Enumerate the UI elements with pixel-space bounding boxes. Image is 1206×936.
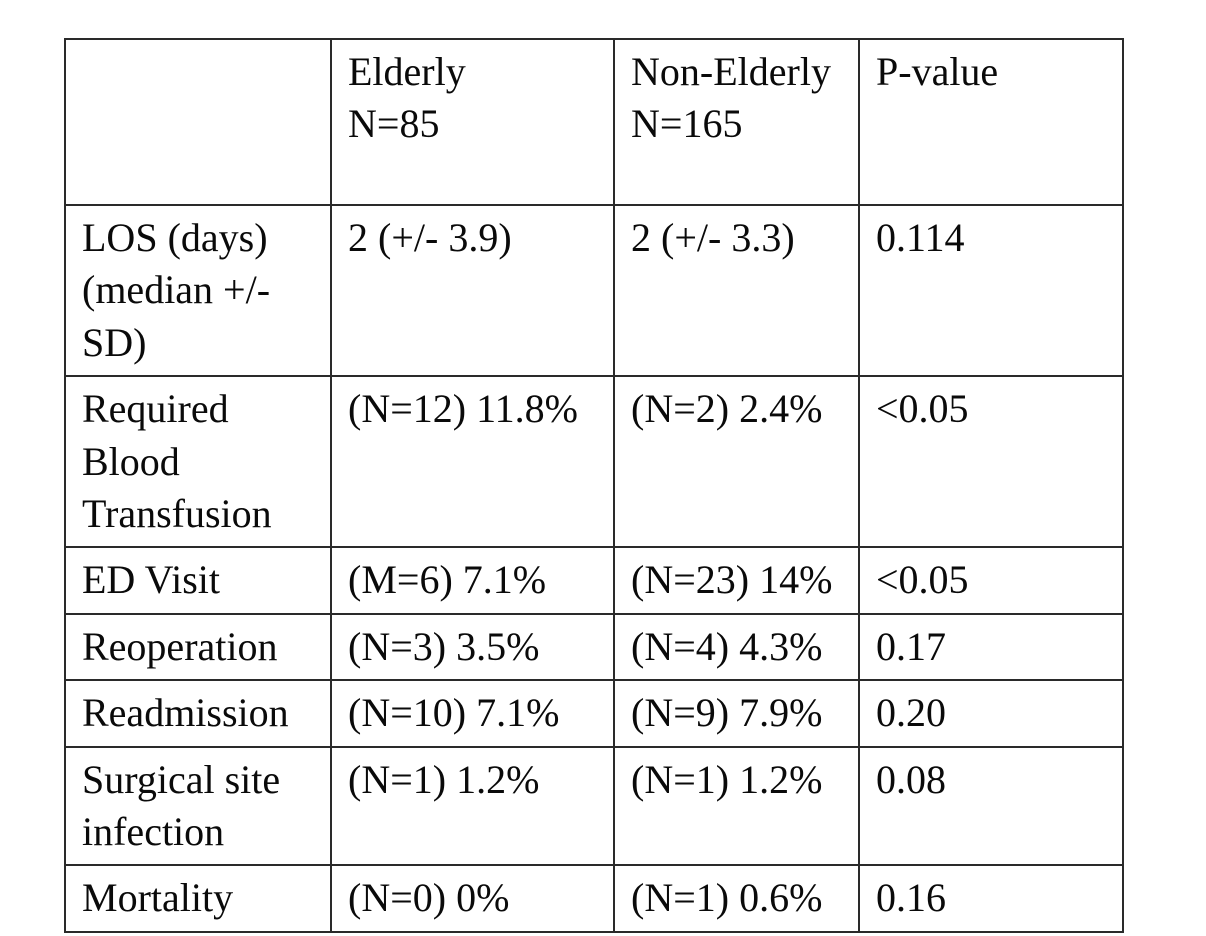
table-row-mortality: Mortality (N=0) 0% (N=1) 0.6% 0.16 <box>64 864 1124 933</box>
cell-elderly: 2 (+/- 3.9) <box>330 203 615 378</box>
header-cell-non-elderly: Non-Elderly N=165 <box>613 38 860 206</box>
cell-elderly: (N=0) 0% <box>330 864 615 933</box>
cell-p-value: 0.08 <box>858 745 1124 867</box>
cell-non-elderly: (N=9) 7.9% <box>613 679 860 748</box>
header-cell-row-labels <box>64 38 332 206</box>
table-row-blood-transfusion: Required Blood Transfusion (N=12) 11.8% … <box>64 375 1124 549</box>
cell-elderly: (N=3) 3.5% <box>330 612 615 682</box>
cell-non-elderly: (N=23) 14% <box>613 546 860 615</box>
cell-p-value: 0.20 <box>858 679 1124 748</box>
table-row-readmission: Readmission (N=10) 7.1% (N=9) 7.9% 0.20 <box>64 679 1124 748</box>
row-label: Reoperation <box>64 612 332 682</box>
outcomes-comparison-table: Elderly N=85 Non-Elderly N=165 P-value L… <box>64 38 1124 933</box>
cell-p-value: 0.114 <box>858 203 1124 378</box>
table-row-los: LOS (days) (median +/- SD) 2 (+/- 3.9) 2… <box>64 203 1124 378</box>
cell-p-value: <0.05 <box>858 546 1124 615</box>
row-label: Surgical site infection <box>64 745 332 867</box>
header-cell-elderly: Elderly N=85 <box>330 38 615 206</box>
cell-non-elderly: (N=4) 4.3% <box>613 612 860 682</box>
header-elderly-group-label: Elderly <box>348 49 466 94</box>
row-label: LOS (days) (median +/- SD) <box>64 203 332 378</box>
header-elderly-sample-size: N=85 <box>348 101 440 147</box>
header-non-elderly-group-label: Non-Elderly <box>631 49 831 94</box>
cell-elderly: (N=12) 11.8% <box>330 375 615 549</box>
header-cell-p-value: P-value <box>858 38 1124 206</box>
cell-p-value: <0.05 <box>858 375 1124 549</box>
cell-non-elderly: (N=1) 1.2% <box>613 745 860 867</box>
table-row-ed-visit: ED Visit (M=6) 7.1% (N=23) 14% <0.05 <box>64 546 1124 615</box>
cell-non-elderly: (N=1) 0.6% <box>613 864 860 933</box>
row-label: Mortality <box>64 864 332 933</box>
cell-elderly: (M=6) 7.1% <box>330 546 615 615</box>
row-label: ED Visit <box>64 546 332 615</box>
row-label: Required Blood Transfusion <box>64 375 332 549</box>
cell-elderly: (N=10) 7.1% <box>330 679 615 748</box>
table-row-reoperation: Reoperation (N=3) 3.5% (N=4) 4.3% 0.17 <box>64 612 1124 682</box>
cell-p-value: 0.17 <box>858 612 1124 682</box>
header-non-elderly-sample-size: N=165 <box>631 101 743 147</box>
cell-non-elderly: 2 (+/- 3.3) <box>613 203 860 378</box>
table-row-surgical-site-infection: Surgical site infection (N=1) 1.2% (N=1)… <box>64 745 1124 867</box>
cell-non-elderly: (N=2) 2.4% <box>613 375 860 549</box>
header-row: Elderly N=85 Non-Elderly N=165 P-value <box>64 38 1124 206</box>
cell-elderly: (N=1) 1.2% <box>330 745 615 867</box>
cell-p-value: 0.16 <box>858 864 1124 933</box>
row-label: Readmission <box>64 679 332 748</box>
